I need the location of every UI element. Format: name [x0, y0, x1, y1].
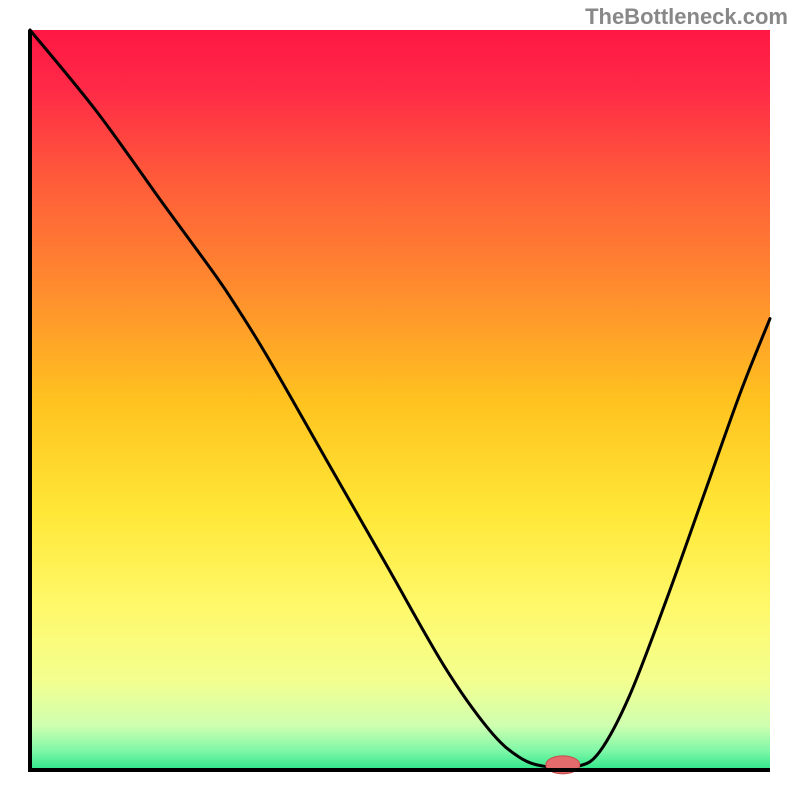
- watermark-text: TheBottleneck.com: [585, 4, 788, 30]
- gradient-background: [30, 30, 770, 770]
- chart-container: TheBottleneck.com: [0, 0, 800, 800]
- plot-area: [30, 30, 770, 774]
- bottleneck-chart: [0, 0, 800, 800]
